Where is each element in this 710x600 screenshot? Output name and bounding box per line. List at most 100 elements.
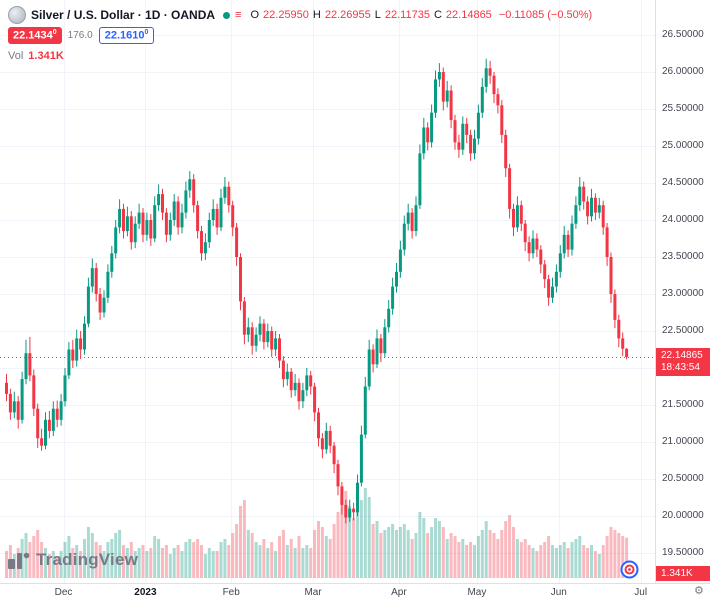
volume-bar: [297, 536, 301, 578]
volume-bar: [102, 551, 106, 578]
volume-bar: [161, 548, 164, 578]
price-scale[interactable]: 26.50000 26.00000 25.50000 25.00000 24.50000…: [655, 0, 710, 600]
volume-bar: [476, 536, 480, 578]
volume-bar: [527, 545, 531, 578]
volume-bar: [406, 530, 410, 578]
volume-bar: [582, 545, 586, 578]
tradingview-watermark[interactable]: TradingView: [8, 550, 138, 570]
candle-body: [508, 168, 512, 209]
candle-body: [67, 349, 71, 376]
volume-bar: [59, 551, 63, 578]
volume-label[interactable]: Vol: [8, 50, 24, 62]
volume-bar: [63, 542, 67, 578]
volume-bar: [578, 536, 582, 578]
candle-body: [274, 338, 278, 350]
candle-body: [262, 323, 266, 343]
time-axis-label: Jun: [550, 587, 567, 598]
volume-bar: [250, 533, 254, 578]
tradingview-logo-icon: [8, 552, 30, 569]
volume-bar: [445, 539, 449, 578]
volume-bar: [98, 545, 102, 578]
time-axis-label: Feb: [222, 587, 240, 598]
volume-bar: [414, 533, 418, 578]
volume-bar: [492, 533, 496, 578]
candle-body: [430, 112, 434, 143]
candle-body: [426, 127, 430, 143]
candle-body: [484, 68, 488, 87]
volume-bar: [586, 548, 590, 578]
candle-body: [227, 186, 231, 206]
volume-bar: [281, 530, 285, 578]
volume-bar: [590, 545, 593, 578]
price-axis-label: 25.00000: [662, 140, 704, 151]
volume-bar: [47, 554, 51, 578]
candle-body: [207, 220, 211, 243]
candle-body: [246, 327, 250, 335]
volume-bar: [367, 497, 371, 578]
candle-body: [188, 179, 192, 191]
volume-bar: [219, 542, 223, 578]
volume-bar: [617, 533, 621, 578]
sell-bid-button[interactable]: 22.14340: [8, 27, 62, 44]
volume-bar: [262, 539, 266, 578]
volume-bar: [55, 557, 59, 578]
candle-body: [371, 349, 375, 365]
volume-bar: [32, 536, 36, 578]
volume-bar: [535, 551, 539, 578]
bid-ask-row: 22.14340 176.0 22.16100: [8, 27, 155, 44]
volume-bar: [44, 548, 47, 578]
broker-logo-icon[interactable]: [620, 560, 639, 579]
candle-body: [141, 212, 145, 235]
candle-body: [153, 205, 157, 239]
volume-bar: [379, 533, 383, 578]
candle-body: [293, 382, 297, 391]
volume-bar: [500, 530, 504, 578]
volume-bar: [519, 542, 523, 578]
volume-bar: [28, 542, 32, 578]
candle-body: [414, 205, 418, 232]
volume-bar: [317, 521, 320, 578]
candle-body: [149, 220, 153, 239]
candle-body: [137, 212, 141, 224]
candle-body: [59, 401, 63, 420]
close-label: C: [433, 9, 442, 21]
volume-bar: [340, 500, 344, 578]
candle-body: [445, 90, 449, 102]
candle-body: [172, 201, 176, 220]
candle-body: [492, 75, 496, 95]
candle-body: [145, 220, 149, 235]
candle-body: [51, 408, 55, 431]
candle-body: [98, 294, 102, 313]
buy-ask-button[interactable]: 22.16100: [98, 27, 155, 44]
time-scale[interactable]: Dec 2023 Feb Mar Apr May Jun Jul: [0, 583, 710, 600]
volume-bar: [570, 542, 574, 578]
volume-bar: [211, 551, 215, 578]
candle-body: [352, 508, 356, 513]
symbol-title[interactable]: Silver / U.S. Dollar · 1D · OANDA: [31, 8, 216, 22]
volume-bar: [278, 536, 281, 578]
candle-body: [449, 90, 453, 121]
volume-bar: [348, 506, 352, 578]
candle-body: [278, 338, 281, 361]
volume-bar: [457, 542, 461, 578]
volume-bar: [258, 545, 262, 578]
volume-bar: [106, 542, 110, 578]
candle-body: [235, 227, 239, 257]
volume-bar: [359, 500, 363, 578]
volume-last-value-label: 1.341K: [656, 566, 710, 581]
volume-bar: [621, 536, 625, 578]
candle-body: [184, 190, 188, 213]
candle-body: [613, 294, 617, 320]
time-axis-label: Dec: [54, 587, 73, 598]
candle-body: [590, 197, 593, 217]
candle-body: [504, 134, 508, 169]
candle-body: [122, 208, 125, 232]
high-label: H: [312, 9, 321, 21]
candle-body: [102, 297, 106, 313]
gear-icon[interactable]: ⚙: [694, 585, 704, 597]
candle-body: [203, 242, 207, 254]
candle-body: [301, 390, 305, 402]
price-axis-label: 21.00000: [662, 436, 704, 447]
candle-body: [28, 353, 32, 376]
